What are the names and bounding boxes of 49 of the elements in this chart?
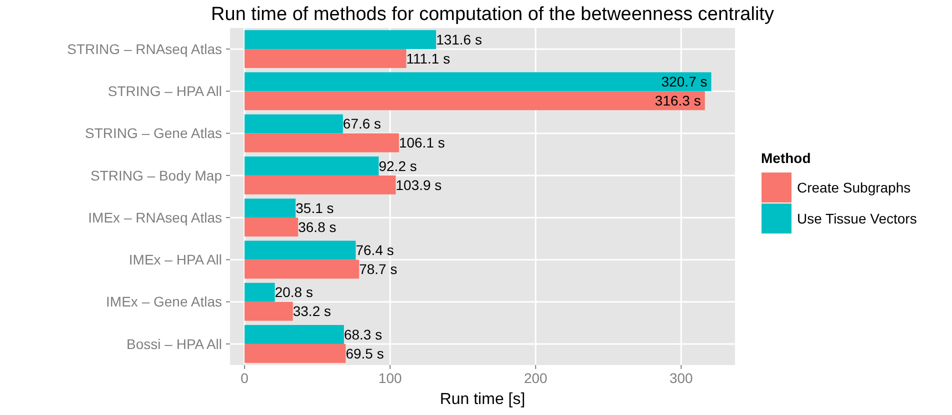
- x-tick-label: 200: [524, 370, 548, 386]
- legend-label: Use Tissue Vectors: [797, 210, 917, 226]
- chart-title: Run time of methods for computation of the betweenness centrality: [211, 4, 774, 25]
- bar: [244, 218, 298, 237]
- bar: [244, 175, 396, 194]
- y-tick-label: STRING – Body Map: [90, 167, 222, 184]
- y-tick-label: IMEx – HPA All: [128, 252, 222, 268]
- bar: [244, 302, 293, 321]
- bar: [244, 198, 296, 218]
- bar: [244, 91, 705, 110]
- legend-label: Create Subgraphs: [797, 179, 911, 196]
- y-tick-label: STRING – HPA All: [108, 83, 222, 100]
- data-label: 320.7 s: [661, 74, 708, 90]
- legend-title: Method: [761, 150, 811, 166]
- bar: [244, 30, 436, 50]
- data-label: 92.2 s: [378, 158, 417, 174]
- bar: [244, 72, 712, 92]
- bar: [244, 344, 346, 363]
- data-label: 78.7 s: [359, 261, 398, 278]
- y-tick-label: IMEx – Gene Atlas: [106, 294, 222, 310]
- bar: [244, 324, 344, 344]
- data-label: 111.1 s: [406, 50, 450, 66]
- bar: [244, 240, 356, 260]
- data-label: 69.5 s: [346, 345, 384, 362]
- x-tick-label: 300: [669, 370, 694, 386]
- bar: [244, 260, 360, 279]
- data-label: 33.2 s: [292, 303, 332, 320]
- bar: [244, 49, 406, 68]
- y-tick-label: IMEx – RNAseq Atlas: [88, 209, 222, 226]
- x-axis-title: Run time [s]: [440, 391, 526, 408]
- data-label: 316.3 s: [654, 92, 701, 109]
- x-tick-label: 100: [378, 370, 402, 386]
- data-label: 103.9 s: [396, 176, 442, 193]
- bar: [244, 114, 343, 134]
- data-label: 106.1 s: [398, 134, 445, 151]
- data-label: 36.8 s: [298, 218, 336, 235]
- data-label: 131.6 s: [436, 31, 482, 48]
- data-label: 67.6 s: [342, 116, 382, 132]
- y-tick-label: Bossi – HPA All: [126, 336, 222, 352]
- x-tick-label: 0: [240, 370, 249, 386]
- bar: [244, 133, 399, 152]
- data-label: 35.1 s: [296, 200, 334, 216]
- bar: [244, 282, 275, 302]
- bar: [244, 156, 379, 176]
- data-label: 20.8 s: [274, 284, 313, 300]
- y-tick-label: STRING – Gene Atlas: [85, 125, 222, 142]
- data-label: 68.3 s: [344, 326, 382, 342]
- y-tick-label: STRING – RNAseq Atlas: [67, 40, 222, 57]
- data-label: 76.4 s: [356, 242, 394, 258]
